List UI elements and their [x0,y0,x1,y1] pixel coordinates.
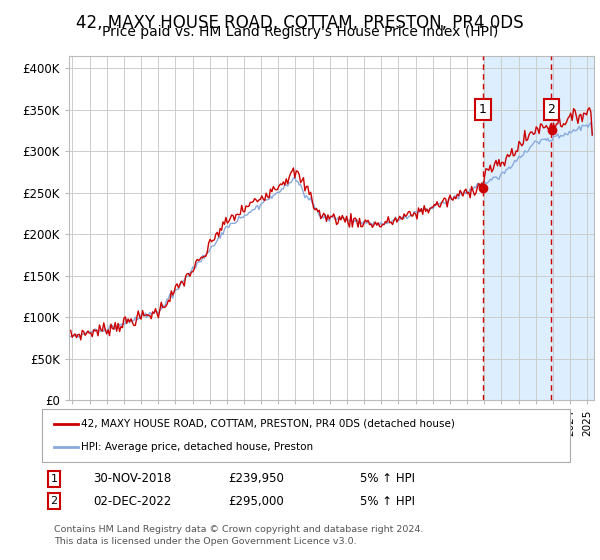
Text: 5% ↑ HPI: 5% ↑ HPI [360,494,415,508]
Text: Price paid vs. HM Land Registry's House Price Index (HPI): Price paid vs. HM Land Registry's House … [102,25,498,39]
Text: HPI: Average price, detached house, Preston: HPI: Average price, detached house, Pres… [81,442,313,452]
Text: 5% ↑ HPI: 5% ↑ HPI [360,472,415,486]
Text: £295,000: £295,000 [228,494,284,508]
Text: 42, MAXY HOUSE ROAD, COTTAM, PRESTON, PR4 0DS (detached house): 42, MAXY HOUSE ROAD, COTTAM, PRESTON, PR… [81,419,455,429]
Text: Contains HM Land Registry data © Crown copyright and database right 2024.
This d: Contains HM Land Registry data © Crown c… [54,525,424,546]
Text: 1: 1 [479,103,487,116]
Text: 2: 2 [50,496,58,506]
Text: 2: 2 [548,103,556,116]
Text: 1: 1 [50,474,58,484]
Text: 30-NOV-2018: 30-NOV-2018 [93,472,171,486]
Bar [483,56,600,400]
Text: 02-DEC-2022: 02-DEC-2022 [93,494,171,508]
Text: 42, MAXY HOUSE ROAD, COTTAM, PRESTON, PR4 0DS: 42, MAXY HOUSE ROAD, COTTAM, PRESTON, PR… [76,14,524,32]
Text: £239,950: £239,950 [228,472,284,486]
